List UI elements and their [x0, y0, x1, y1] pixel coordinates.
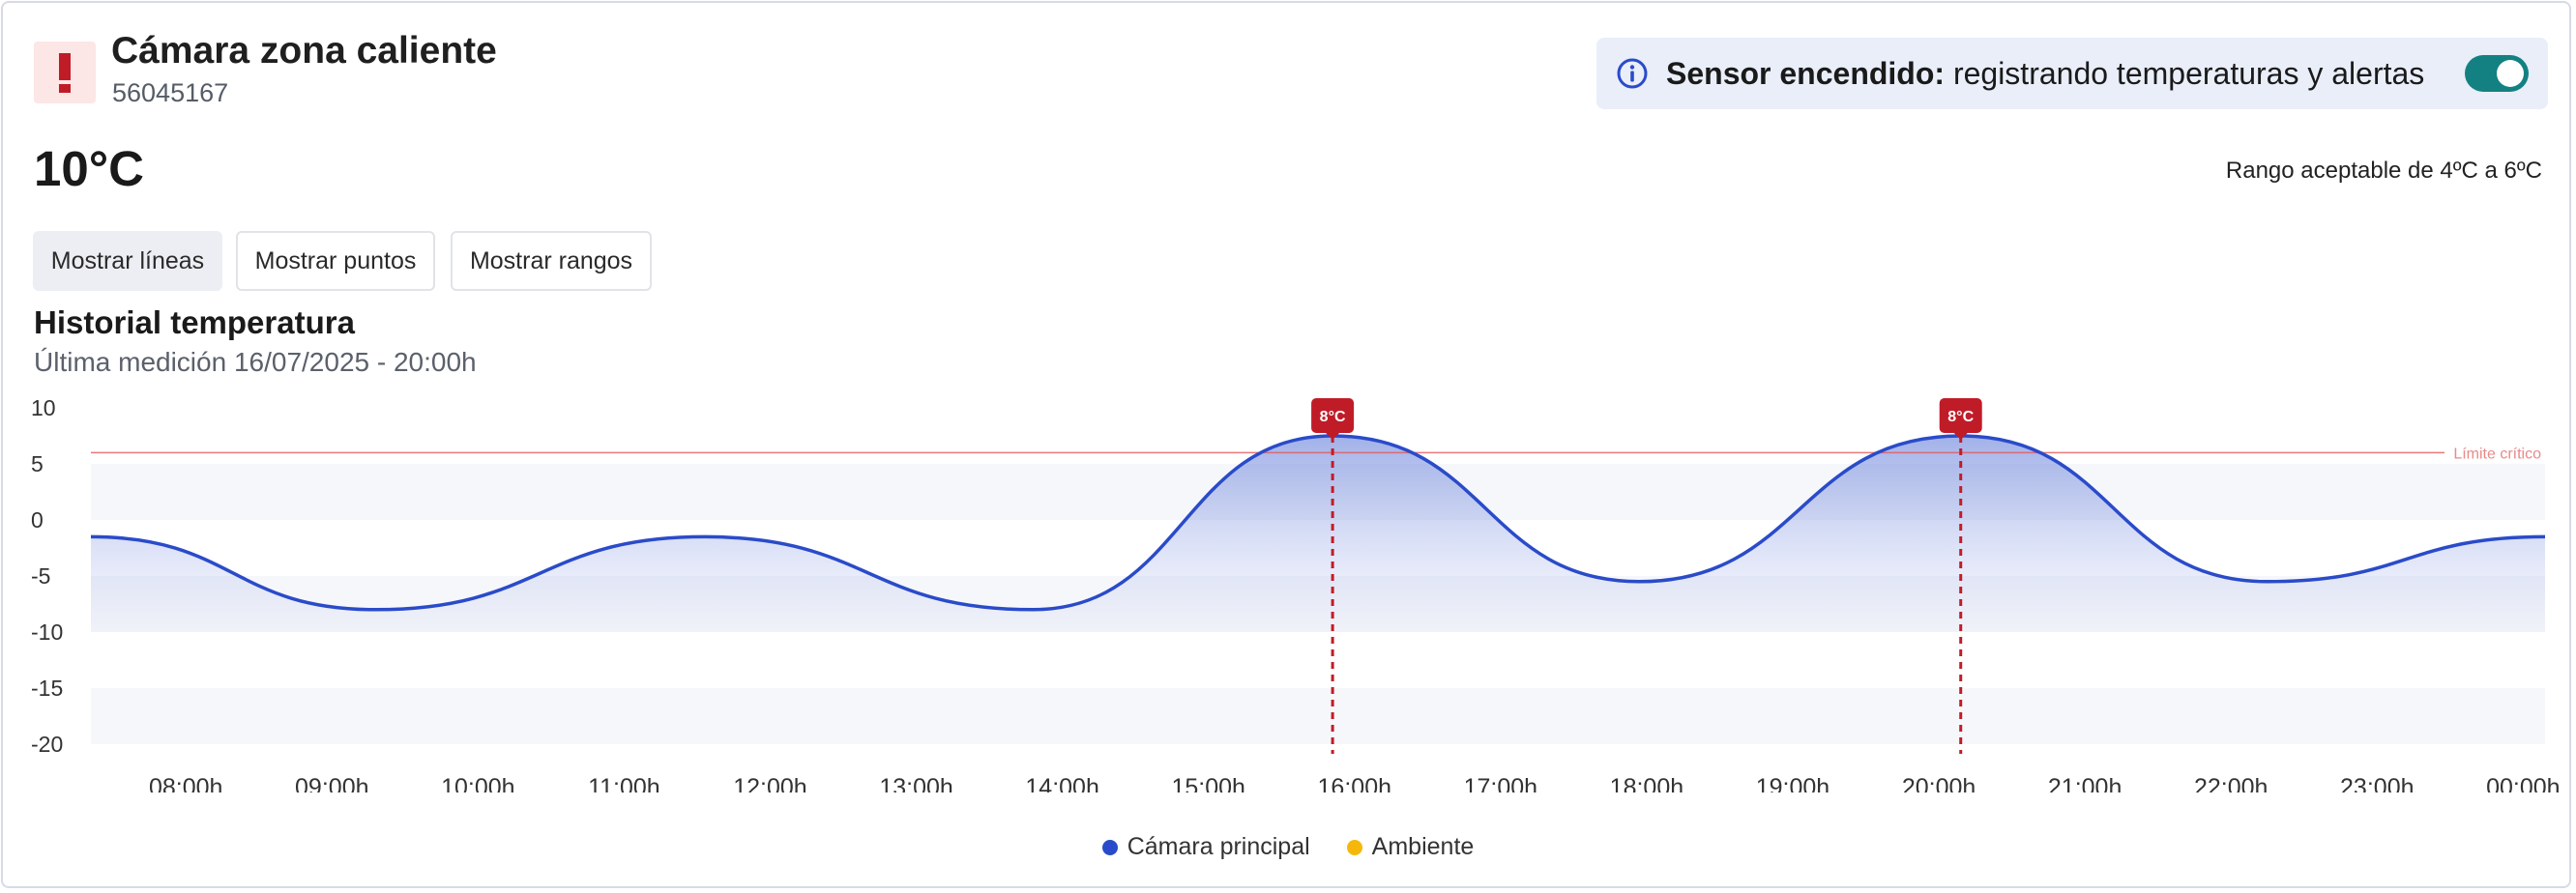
chart-title: Historial temperatura — [34, 304, 355, 340]
x-tick-label: 17:00h — [1464, 774, 1537, 792]
y-tick-label: -15 — [31, 676, 63, 701]
sensor-id: 56045167 — [112, 78, 229, 107]
page-title: Cámara zona caliente — [111, 30, 497, 72]
alert-icon — [34, 42, 96, 103]
legend-item-main[interactable]: Cámara principal — [1101, 833, 1310, 861]
y-tick-label: -20 — [31, 732, 63, 757]
legend-label-main: Cámara principal — [1127, 833, 1310, 860]
show-ranges-button[interactable]: Mostrar rangos — [451, 231, 652, 291]
alert-badge-pointer — [1326, 433, 1340, 440]
last-measurement: Última medición 16/07/2025 - 20:00h — [34, 347, 477, 377]
legend-dot-ambient — [1346, 839, 1362, 855]
x-tick-label: 18:00h — [1610, 774, 1683, 792]
y-tick-label: 0 — [31, 507, 44, 533]
legend-label-ambient: Ambiente — [1371, 833, 1475, 860]
x-tick-label: 22:00h — [2194, 774, 2268, 792]
x-tick-label: 23:00h — [2340, 774, 2414, 792]
grid-band — [91, 688, 2545, 744]
x-tick-label: 20:00h — [1902, 774, 1976, 792]
x-tick-label: 15:00h — [1171, 774, 1244, 792]
y-tick-label: 5 — [31, 451, 44, 476]
y-tick-label: -5 — [31, 563, 50, 589]
sensor-status-label: Sensor encendido: — [1666, 55, 1946, 91]
sensor-status-detail: registrando temperaturas y alertas — [1945, 55, 2425, 91]
series-area-main — [91, 436, 2545, 632]
x-tick-label: 19:00h — [1756, 774, 1830, 792]
acceptable-range-note: Rango aceptable de 4ºC a 6ºC — [2225, 158, 2542, 184]
x-tick-label: 11:00h — [588, 774, 660, 792]
x-tick-label: 10:00h — [441, 774, 514, 792]
info-icon — [1616, 57, 1649, 90]
legend-dot-main — [1101, 839, 1118, 855]
x-tick-label: 08:00h — [149, 774, 222, 792]
x-tick-label: 14:00h — [1025, 774, 1098, 792]
show-lines-button[interactable]: Mostrar líneas — [33, 231, 222, 291]
alert-badge[interactable] — [1939, 398, 1982, 433]
alert-badge-pointer — [1953, 433, 1968, 440]
x-tick-label: 16:00h — [1318, 774, 1391, 792]
y-tick-label: -10 — [31, 619, 63, 645]
chart-legend: Cámara principal Ambiente — [0, 833, 2576, 861]
alert-badge-label: 8°C — [1320, 409, 1346, 425]
sensor-status-banner: Sensor encendido: registrando temperatur… — [1596, 38, 2548, 109]
x-tick-label: 09:00h — [295, 774, 368, 792]
toggle-knob — [2497, 60, 2524, 87]
x-tick-label: 00:00h — [2486, 774, 2560, 792]
y-tick-label: 10 — [31, 395, 56, 420]
current-temperature: 10°C — [34, 141, 144, 196]
temperature-chart: 10 5 0 -5 -10 -15 -20 08:00h 09:00h 10:00h 11:00h 1… — [31, 395, 2561, 792]
sensor-status-text: Sensor encendido: registrando temperatur… — [1666, 56, 2424, 92]
x-tick-label: 21:00h — [2048, 774, 2122, 792]
legend-item-ambient[interactable]: Ambiente — [1346, 833, 1475, 861]
alert-badge[interactable] — [1311, 398, 1355, 433]
sensor-toggle[interactable] — [2465, 55, 2529, 92]
show-points-button[interactable]: Mostrar puntos — [236, 231, 435, 291]
critical-limit-label: Límite crítico — [2453, 446, 2541, 462]
x-tick-label: 12:00h — [733, 774, 806, 792]
x-tick-label: 13:00h — [879, 774, 952, 792]
alert-badge-label: 8°C — [1947, 409, 1974, 425]
